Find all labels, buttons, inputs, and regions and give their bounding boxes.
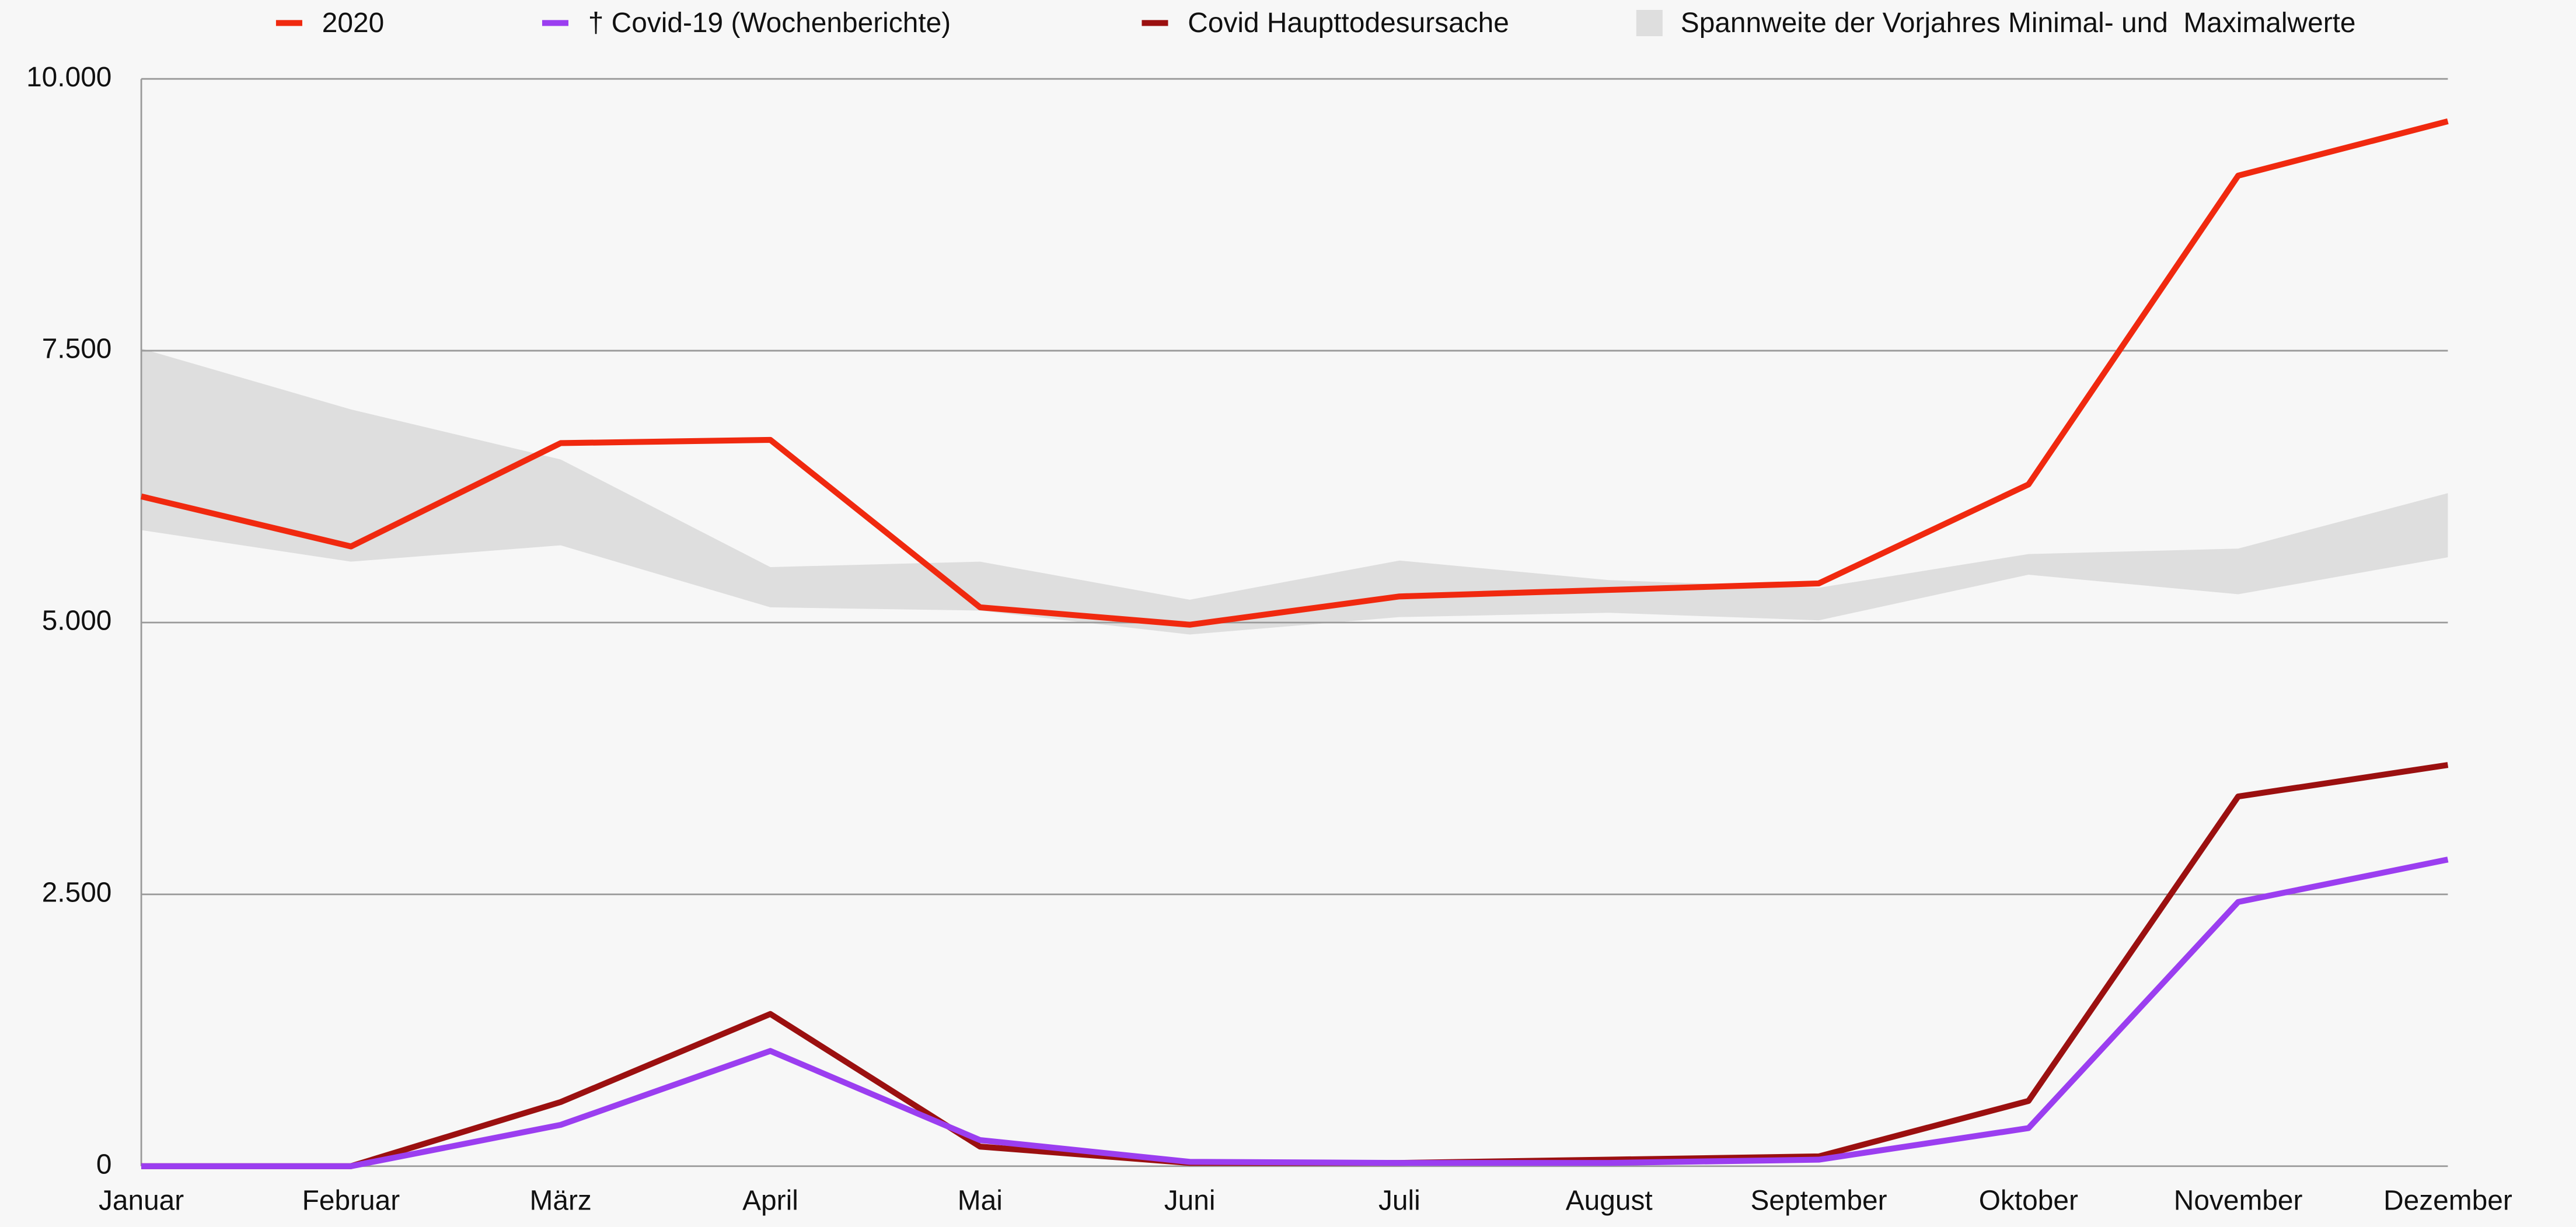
x-tick-label: Mai	[958, 1185, 1003, 1216]
x-tick-label: November	[2174, 1185, 2303, 1216]
x-tick-label: März	[530, 1185, 592, 1216]
y-tick-label: 7.500	[42, 334, 112, 365]
y-tick-label: 2.500	[42, 878, 112, 908]
x-tick-label: Juni	[1164, 1185, 1216, 1216]
x-tick-label: Oktober	[1979, 1185, 2078, 1216]
legend-marker	[1636, 9, 1663, 37]
legend-label: Covid Haupttodesursache	[1188, 8, 1509, 39]
x-tick-label: Juli	[1378, 1185, 1420, 1216]
series-line	[141, 857, 2449, 1169]
y-tick-label: 5.000	[42, 606, 112, 637]
y-tick-label: 10.000	[26, 62, 111, 93]
x-tick-label: April	[742, 1185, 798, 1216]
x-tick-label: August	[1566, 1185, 1653, 1216]
legend-label: Spannweite der Vorjahres Minimal- und Ma…	[1681, 8, 2356, 39]
legend-label: † Covid-19 (Wochenberichte)	[588, 8, 951, 39]
series-line	[140, 118, 2449, 628]
x-tick-label: Januar	[99, 1185, 184, 1216]
x-tick-label: September	[1750, 1185, 1887, 1216]
x-tick-label: Dezember	[2383, 1185, 2512, 1216]
range-band	[141, 348, 2448, 635]
x-tick-label: Februar	[302, 1185, 400, 1216]
y-tick-label: 0	[96, 1149, 112, 1180]
legend-label: 2020	[322, 8, 384, 39]
